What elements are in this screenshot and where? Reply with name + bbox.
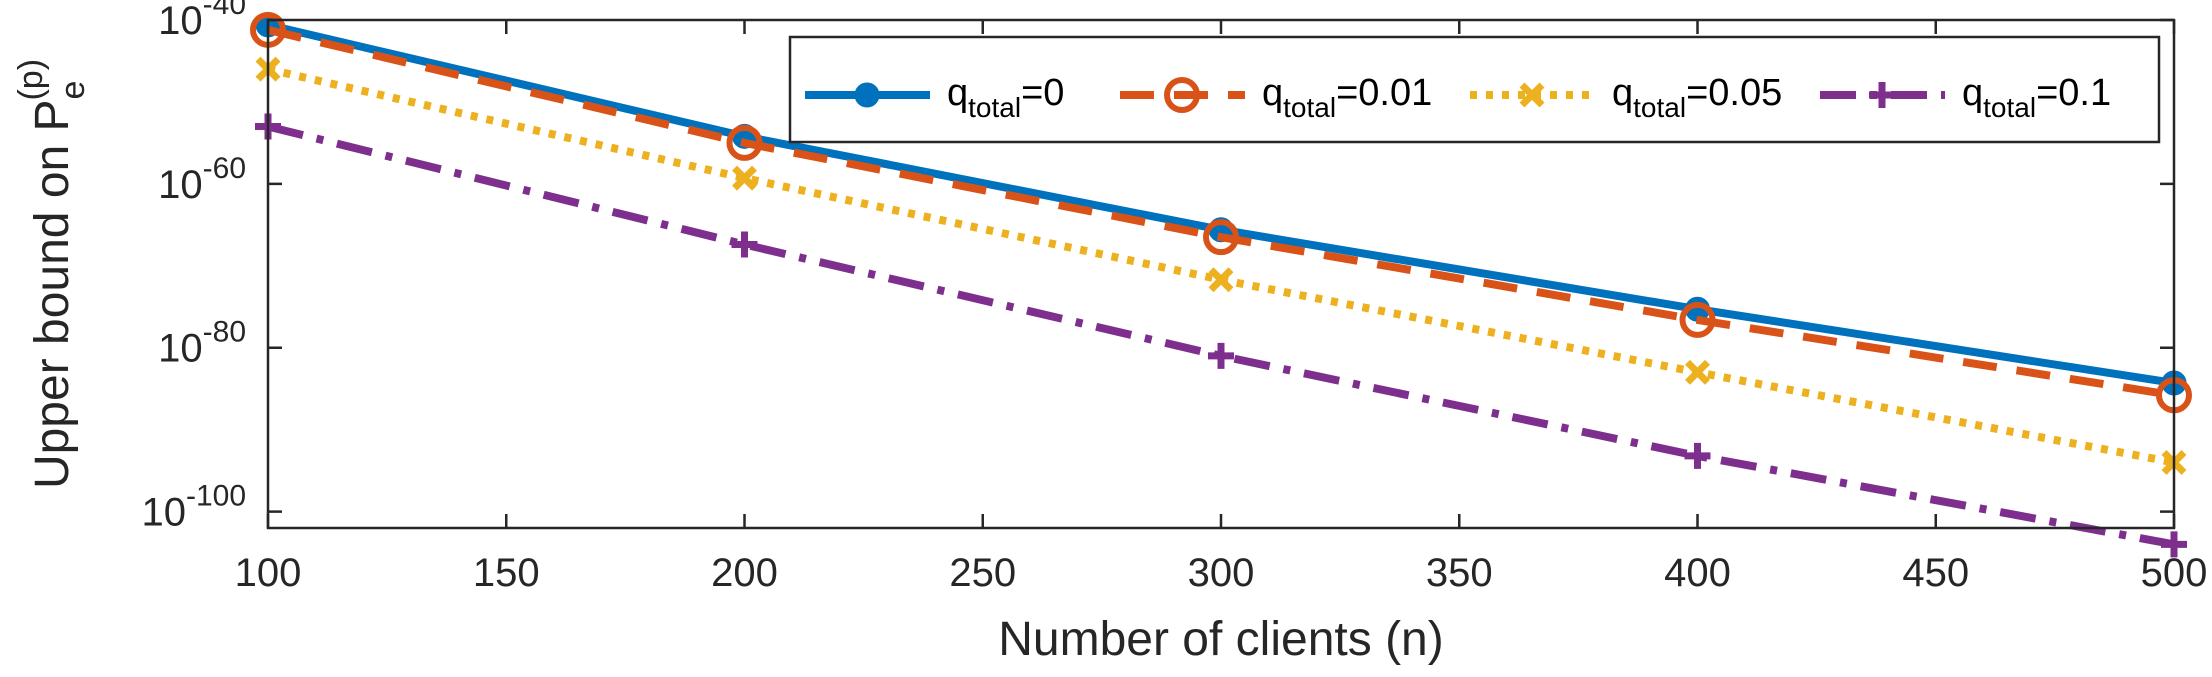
legend-item-q_total=0.01: qtotal=0.01 [1120,72,1432,123]
x-tick-label: 100 [235,551,302,595]
y-axis-title-sub: e [54,81,92,100]
axes-layer: 100 150 200 250 300 350 400 450 500 10-40 10-60 10-… [141,0,2207,595]
legend-item-q_total=0: qtotal=0 [805,72,1064,123]
plot-frame [266,18,2176,530]
legend-marker [1869,82,1895,108]
y-axis-title-main: Upper bound on P [26,99,79,489]
legend-item-q_total=0.1: qtotal=0.1 [1820,72,2111,123]
y-tick-label: 10-80 [158,316,246,371]
x-tick-label: 350 [1426,551,1493,595]
legend-item-q_total=0.05: qtotal=0.05 [1470,72,1782,123]
svg-text:Upper bound on Pe(p): Upper bound on Pe(p) [12,59,92,489]
x-tick-label: 400 [1664,551,1731,595]
data-point [1208,342,1234,369]
data-point [1679,301,1716,338]
data-point [1685,359,1710,385]
x-tick-label: 500 [2141,551,2208,595]
legend-marker [854,82,880,108]
data-point [1208,267,1234,293]
x-tick-label: 450 [1902,551,1969,595]
legend-label: qtotal=0.1 [1962,72,2111,123]
series-line [267,25,2175,400]
y-tick-label: 10-40 [158,0,246,43]
x-tick-label: 200 [711,551,778,595]
legend-label: qtotal=0 [947,72,1064,123]
legend-box [788,35,2161,144]
data-point [2161,531,2187,558]
x-axis-title: Number of clients (n) [998,613,1443,666]
x-tick-label: 150 [473,551,540,595]
data-point [1684,442,1711,469]
x-tick-label: 300 [1188,551,1255,595]
data-point [1203,219,1239,256]
y-tick-label: 10-60 [158,152,246,207]
legend-label: qtotal=0.01 [1262,72,1432,123]
data-point [732,165,757,191]
legend-label: qtotal=0.05 [1612,72,1782,123]
legend: qtotal=0 qtotal=0.01 qtotal=0.05 qtotal=0.1 [788,35,2161,144]
data-point [731,231,758,258]
legend-marker [1519,82,1545,108]
data-point [726,124,763,161]
x-tick-label: 250 [949,551,1016,595]
y-axis-title-sup: (p) [12,59,50,101]
legend-marker [1164,77,1200,113]
y-tick-label: 10-100 [141,480,246,535]
series-layer [250,11,2192,558]
y-axis-title: Upper bound on Pe(p) [12,59,92,489]
